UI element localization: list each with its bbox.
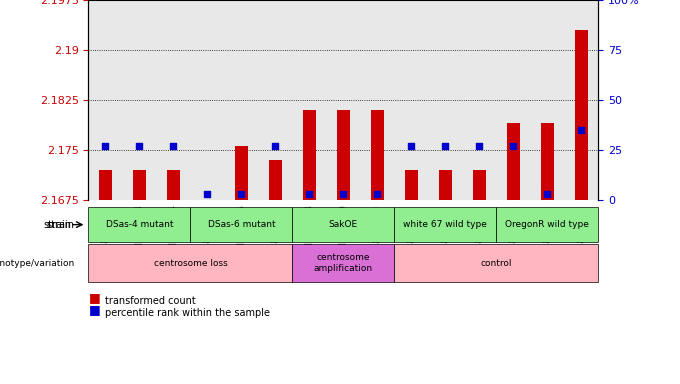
Bar	[473, 170, 486, 200]
Text: DSas-4 mutant: DSas-4 mutant	[105, 220, 173, 229]
Bar	[405, 170, 418, 200]
Text: control: control	[481, 258, 512, 268]
Bar	[99, 170, 112, 200]
Bar	[303, 110, 316, 200]
Bar	[337, 110, 350, 200]
Bar	[439, 170, 452, 200]
Text: ■: ■	[88, 303, 100, 316]
Point	[576, 127, 587, 133]
Point	[542, 190, 553, 197]
Text: strain: strain	[47, 220, 75, 230]
Text: ■: ■	[88, 291, 100, 305]
Point	[134, 143, 145, 149]
Text: centrosome
amplification: centrosome amplification	[314, 253, 373, 273]
Point	[270, 143, 281, 149]
Text: centrosome loss: centrosome loss	[154, 258, 227, 268]
Text: transformed count: transformed count	[105, 296, 196, 306]
Point	[100, 143, 111, 149]
Point	[338, 190, 349, 197]
Point	[304, 190, 315, 197]
Text: percentile rank within the sample: percentile rank within the sample	[105, 308, 271, 318]
Text: white 67 wild type: white 67 wild type	[403, 220, 488, 229]
Point	[372, 190, 383, 197]
Point	[508, 143, 519, 149]
Point	[440, 143, 451, 149]
Text: strain: strain	[44, 220, 72, 230]
Bar	[541, 123, 554, 200]
Text: genotype/variation: genotype/variation	[0, 258, 75, 268]
Point	[474, 143, 485, 149]
Text: DSas-6 mutant: DSas-6 mutant	[207, 220, 275, 229]
Bar	[269, 160, 282, 200]
Point	[202, 190, 213, 197]
Bar	[575, 30, 588, 200]
Bar	[507, 123, 520, 200]
Point	[236, 190, 247, 197]
Point	[406, 143, 417, 149]
Bar	[167, 170, 180, 200]
Text: OregonR wild type: OregonR wild type	[505, 220, 590, 229]
Bar	[371, 110, 384, 200]
Text: SakOE: SakOE	[329, 220, 358, 229]
Bar	[133, 170, 146, 200]
Point	[168, 143, 179, 149]
Bar	[235, 146, 248, 200]
